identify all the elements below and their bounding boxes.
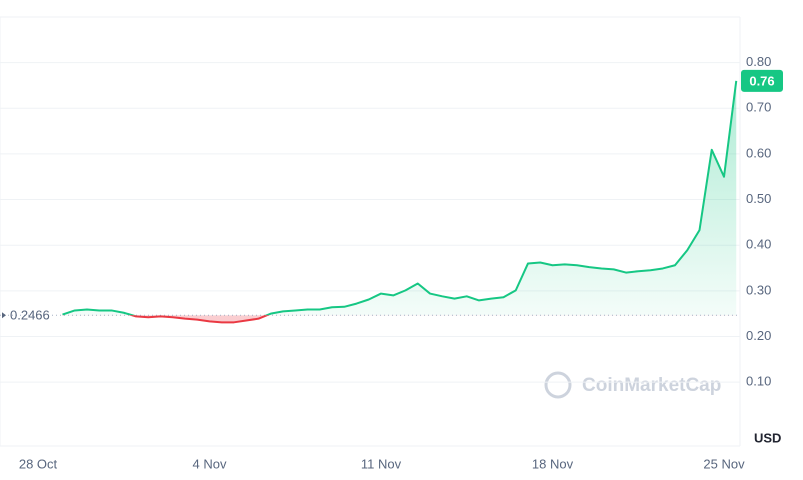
y-unit: USD [754,430,781,445]
x-tick-label: 25 Nov [703,456,745,471]
y-tick-label: 0.10 [746,374,771,389]
y-tick-label: 0.50 [746,191,771,206]
y-tick-label: 0.20 [746,328,771,343]
watermark: CoinMarketCap [544,371,721,399]
baseline-label: 0.2466 [10,308,50,323]
x-tick-label: 11 Nov [361,456,402,471]
x-tick-label: 18 Nov [532,456,574,471]
watermark-text: CoinMarketCap [582,375,721,396]
baseline-marker [2,312,6,319]
price-line-up [62,80,738,316]
y-tick-label: 0.40 [746,237,771,252]
y-tick-label: 0.60 [746,145,771,160]
y-tick-label: 0.70 [746,100,771,115]
x-tick-label: 28 Oct [19,456,58,471]
price-line-down [62,315,270,324]
x-tick-label: 4 Nov [193,456,227,471]
area-down [62,315,737,323]
y-tick-label: 0.30 [746,282,771,297]
y-tick-label: 0.80 [746,54,771,69]
price-tag [741,69,783,92]
price-tag-label: 0.76 [749,73,774,88]
area-up [62,80,737,316]
